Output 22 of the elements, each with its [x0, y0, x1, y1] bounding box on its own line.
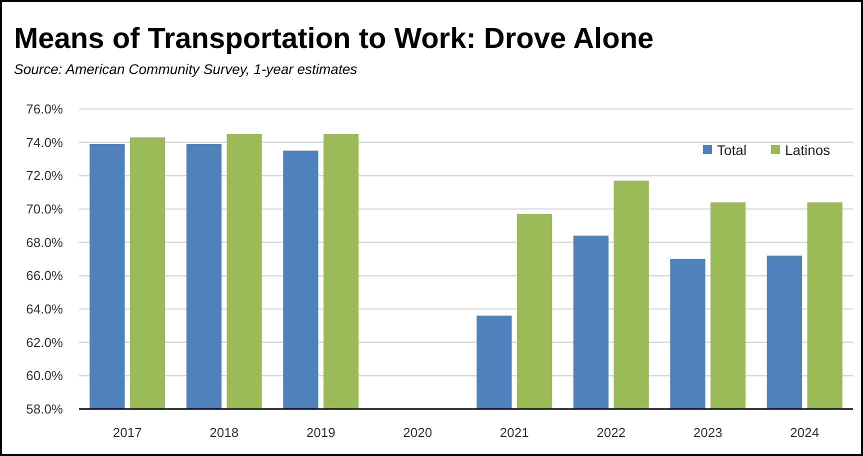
y-tick-label: 74.0% [26, 134, 64, 150]
chart-title: Means of Transportation to Work: Drove Alone [14, 23, 654, 55]
x-tick-label: 2023 [693, 425, 722, 440]
x-tick-label: 2021 [500, 425, 529, 440]
y-tick-label: 66.0% [26, 268, 64, 284]
x-tick-label: 2019 [306, 425, 336, 440]
x-tick-label: 2022 [596, 425, 626, 440]
y-tick-label: 72.0% [26, 168, 64, 184]
x-tick-label: 2018 [210, 425, 239, 440]
y-tick-label: 76.0% [26, 102, 64, 117]
y-tick-label: 62.0% [26, 334, 64, 350]
y-tick-label: 64.0% [26, 302, 64, 317]
y-tick-label: 70.0% [26, 202, 64, 217]
legend-label: Total [717, 142, 747, 158]
x-tick-label: 2024 [790, 425, 820, 440]
y-tick-label: 58.0% [26, 402, 64, 417]
x-tick-label: 2017 [112, 425, 142, 440]
y-tick-label: 60.0% [26, 368, 64, 384]
y-tick-label: 68.0% [26, 234, 64, 250]
legend-label: Latinos [785, 142, 830, 158]
x-tick-label: 2020 [403, 425, 432, 440]
chart-subtitle: Source: American Community Survey, 1-year estimates [14, 61, 358, 77]
